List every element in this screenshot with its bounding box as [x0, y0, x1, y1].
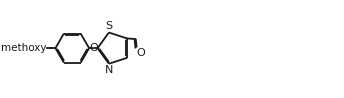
Text: O: O	[89, 43, 98, 53]
Text: methoxy: methoxy	[1, 43, 46, 53]
Text: N: N	[105, 65, 113, 75]
Text: S: S	[106, 21, 112, 31]
Text: O: O	[137, 48, 146, 58]
